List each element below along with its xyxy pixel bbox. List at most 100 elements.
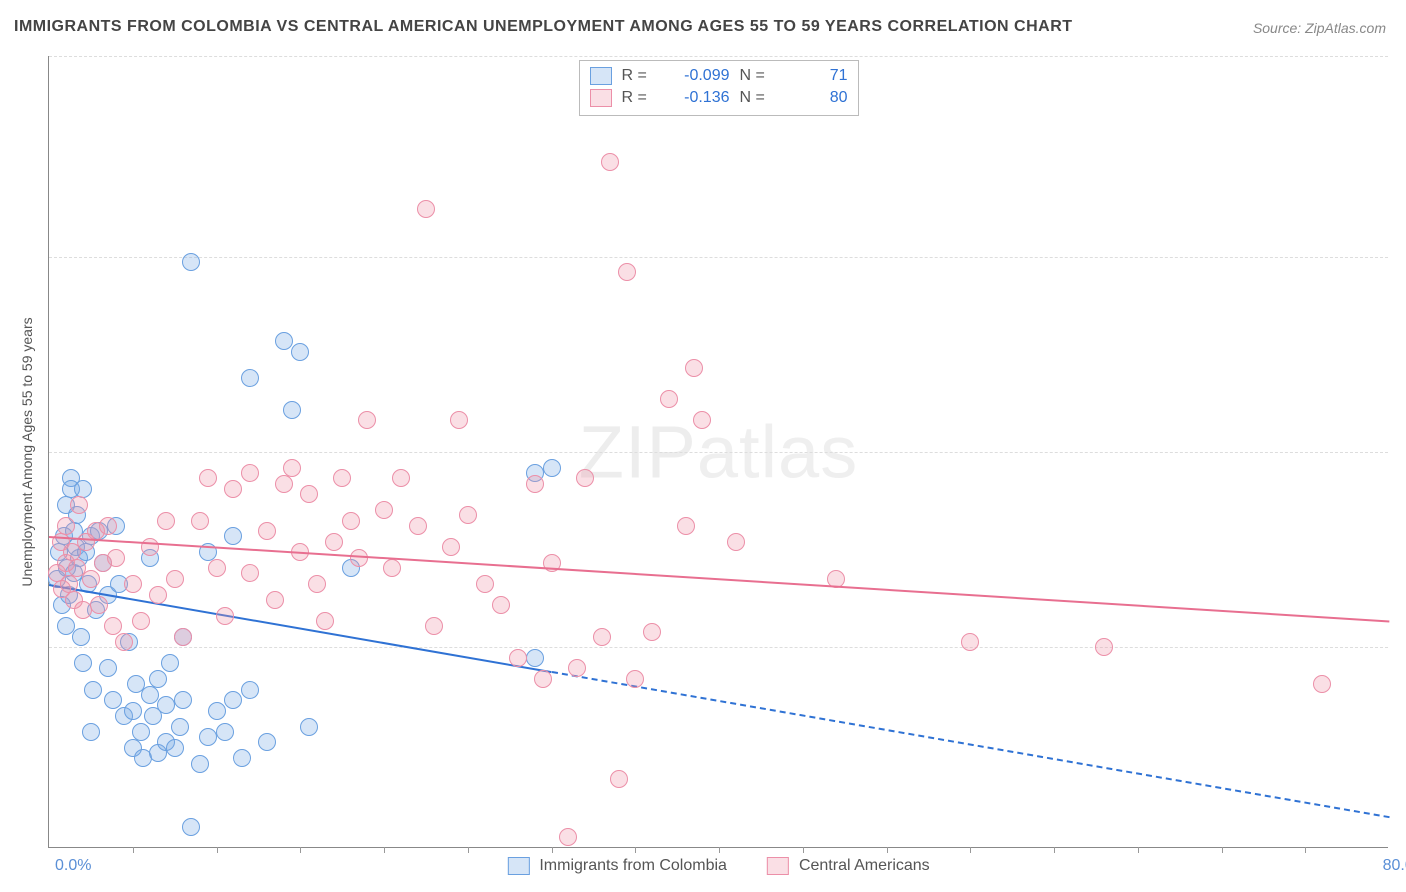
data-point bbox=[99, 659, 117, 677]
data-point bbox=[82, 570, 100, 588]
data-point bbox=[476, 575, 494, 593]
data-point bbox=[149, 586, 167, 604]
data-point bbox=[275, 332, 293, 350]
x-minor-tick bbox=[1222, 847, 1223, 853]
y-tick-label: 3.8% bbox=[1398, 638, 1406, 656]
data-point bbox=[70, 496, 88, 514]
data-point bbox=[526, 475, 544, 493]
data-point bbox=[132, 612, 150, 630]
data-point bbox=[208, 702, 226, 720]
data-point bbox=[258, 733, 276, 751]
data-point bbox=[157, 512, 175, 530]
source-label: Source: ZipAtlas.com bbox=[1253, 20, 1386, 36]
data-point bbox=[241, 564, 259, 582]
data-point bbox=[442, 538, 460, 556]
grid-line bbox=[49, 257, 1388, 258]
data-point bbox=[593, 628, 611, 646]
data-point bbox=[174, 628, 192, 646]
data-point bbox=[57, 517, 75, 535]
trend-line bbox=[49, 584, 552, 673]
data-point bbox=[171, 718, 189, 736]
data-point bbox=[157, 696, 175, 714]
data-point bbox=[450, 411, 468, 429]
data-point bbox=[84, 681, 102, 699]
data-point bbox=[241, 681, 259, 699]
data-point bbox=[626, 670, 644, 688]
data-point bbox=[383, 559, 401, 577]
data-point bbox=[618, 263, 636, 281]
data-point bbox=[241, 464, 259, 482]
data-point bbox=[333, 469, 351, 487]
data-point bbox=[72, 628, 90, 646]
data-point bbox=[283, 401, 301, 419]
legend-swatch-icon bbox=[507, 857, 529, 875]
data-point bbox=[417, 200, 435, 218]
series-legend: Immigrants from Colombia Central America… bbox=[507, 857, 929, 875]
data-point bbox=[208, 559, 226, 577]
data-point bbox=[509, 649, 527, 667]
data-point bbox=[174, 691, 192, 709]
x-minor-tick bbox=[970, 847, 971, 853]
data-point bbox=[291, 343, 309, 361]
data-point bbox=[375, 501, 393, 519]
data-point bbox=[610, 770, 628, 788]
data-point bbox=[74, 654, 92, 672]
data-point bbox=[266, 591, 284, 609]
x-minor-tick bbox=[133, 847, 134, 853]
data-point bbox=[961, 633, 979, 651]
legend-swatch-icon bbox=[767, 857, 789, 875]
y-tick-label: 11.2% bbox=[1398, 248, 1406, 266]
data-point bbox=[99, 517, 117, 535]
data-point bbox=[275, 475, 293, 493]
x-minor-tick bbox=[300, 847, 301, 853]
x-minor-tick bbox=[1305, 847, 1306, 853]
data-point bbox=[526, 649, 544, 667]
data-point bbox=[660, 390, 678, 408]
data-point bbox=[492, 596, 510, 614]
data-point bbox=[727, 533, 745, 551]
plot-area: Unemployment Among Ages 55 to 59 years Z… bbox=[48, 56, 1388, 848]
grid-line bbox=[49, 56, 1388, 57]
data-point bbox=[283, 459, 301, 477]
data-point bbox=[241, 369, 259, 387]
data-point bbox=[576, 469, 594, 487]
legend-swatch-central bbox=[590, 89, 612, 107]
x-minor-tick bbox=[468, 847, 469, 853]
data-point bbox=[233, 749, 251, 767]
data-point bbox=[166, 739, 184, 757]
data-point bbox=[543, 459, 561, 477]
data-point bbox=[1313, 675, 1331, 693]
data-point bbox=[224, 691, 242, 709]
x-minor-tick bbox=[635, 847, 636, 853]
data-point bbox=[316, 612, 334, 630]
data-point bbox=[199, 728, 217, 746]
data-point bbox=[308, 575, 326, 593]
data-point bbox=[82, 723, 100, 741]
legend-row-1: R = -0.099 N = 71 bbox=[590, 65, 848, 87]
legend-item-central: Central Americans bbox=[767, 857, 930, 875]
grid-line bbox=[49, 452, 1388, 453]
data-point bbox=[141, 538, 159, 556]
data-point bbox=[568, 659, 586, 677]
correlation-legend: R = -0.099 N = 71 R = -0.136 N = 80 bbox=[579, 60, 859, 116]
data-point bbox=[325, 533, 343, 551]
data-point bbox=[191, 512, 209, 530]
data-point bbox=[258, 522, 276, 540]
data-point bbox=[685, 359, 703, 377]
data-point bbox=[601, 153, 619, 171]
data-point bbox=[559, 828, 577, 846]
grid-line bbox=[49, 647, 1388, 648]
x-minor-tick bbox=[1138, 847, 1139, 853]
chart-title: IMMIGRANTS FROM COLOMBIA VS CENTRAL AMER… bbox=[14, 18, 1073, 36]
x-tick-max: 80.0% bbox=[1383, 857, 1406, 875]
data-point bbox=[677, 517, 695, 535]
data-point bbox=[104, 691, 122, 709]
data-point bbox=[132, 723, 150, 741]
legend-swatch-colombia bbox=[590, 67, 612, 85]
data-point bbox=[224, 527, 242, 545]
data-point bbox=[124, 702, 142, 720]
legend-row-2: R = -0.136 N = 80 bbox=[590, 87, 848, 109]
data-point bbox=[149, 670, 167, 688]
data-point bbox=[182, 818, 200, 836]
data-point bbox=[459, 506, 477, 524]
